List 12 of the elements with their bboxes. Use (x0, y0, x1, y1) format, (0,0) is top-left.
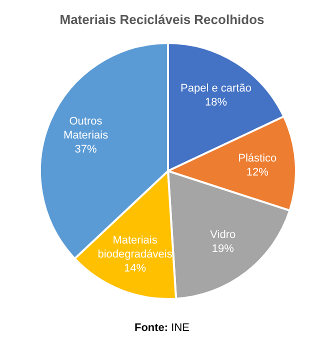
source-note: Fonte: INE (134, 322, 190, 334)
data-label: 19% (212, 242, 234, 255)
data-label: 14% (124, 262, 146, 274)
data-label: 18% (204, 96, 228, 108)
slice-label: Materiais biodegradáveis (98, 234, 173, 260)
slice-label: Outros Materiais (63, 115, 109, 142)
chart-title: Materiais Recicláveis Recolhidos (58, 12, 266, 27)
data-label: 37% (74, 143, 97, 156)
data-label: 12% (246, 166, 269, 178)
slice-label: Vidro (210, 228, 236, 241)
slice-label: Papel e cartão (180, 82, 252, 94)
slice-label: Plástico (238, 152, 277, 164)
